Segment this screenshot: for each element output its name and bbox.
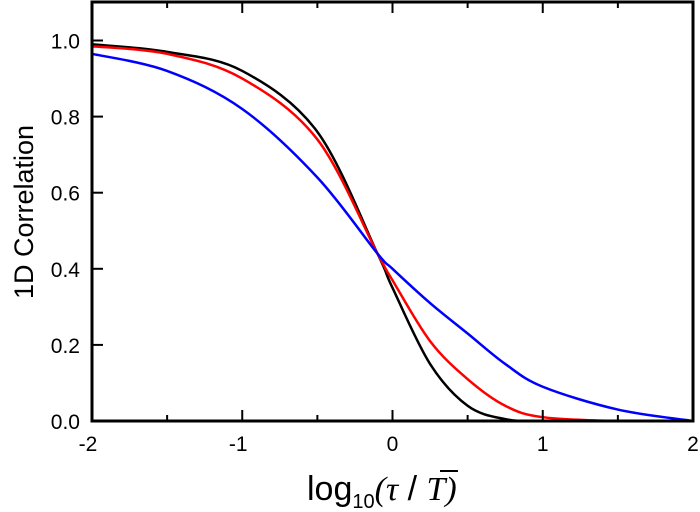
curve-blue: [91, 52, 694, 423]
x-tick-label: 0: [387, 433, 399, 456]
y-tick-label: 0.4: [51, 259, 81, 282]
y-tick-label: 0.8: [51, 107, 80, 130]
x-tick-label: -2: [79, 433, 98, 456]
curve-black: [91, 43, 693, 423]
x-tick-label: 2: [687, 433, 699, 456]
y-tick-label: 0.6: [51, 183, 80, 206]
axis-ticks: [91, 2, 694, 422]
x-tick-label: 1: [537, 433, 549, 456]
data-curves: [91, 43, 694, 423]
y-tick-label: 0.2: [51, 335, 80, 358]
x-axis-label: log10(τ / T): [307, 470, 457, 512]
tick-labels: -2 -1 0 1 2 0.0 0.2 0.4 0.6 0.8 1.0: [51, 31, 699, 457]
x-tick-label: -1: [229, 433, 248, 456]
y-axis-label: 1D Correlation: [9, 125, 39, 299]
curve-red: [91, 44, 694, 423]
plot-frame: [90, 0, 695, 423]
y-tick-label: 1.0: [51, 31, 80, 54]
y-tick-label: 0.0: [51, 411, 80, 434]
